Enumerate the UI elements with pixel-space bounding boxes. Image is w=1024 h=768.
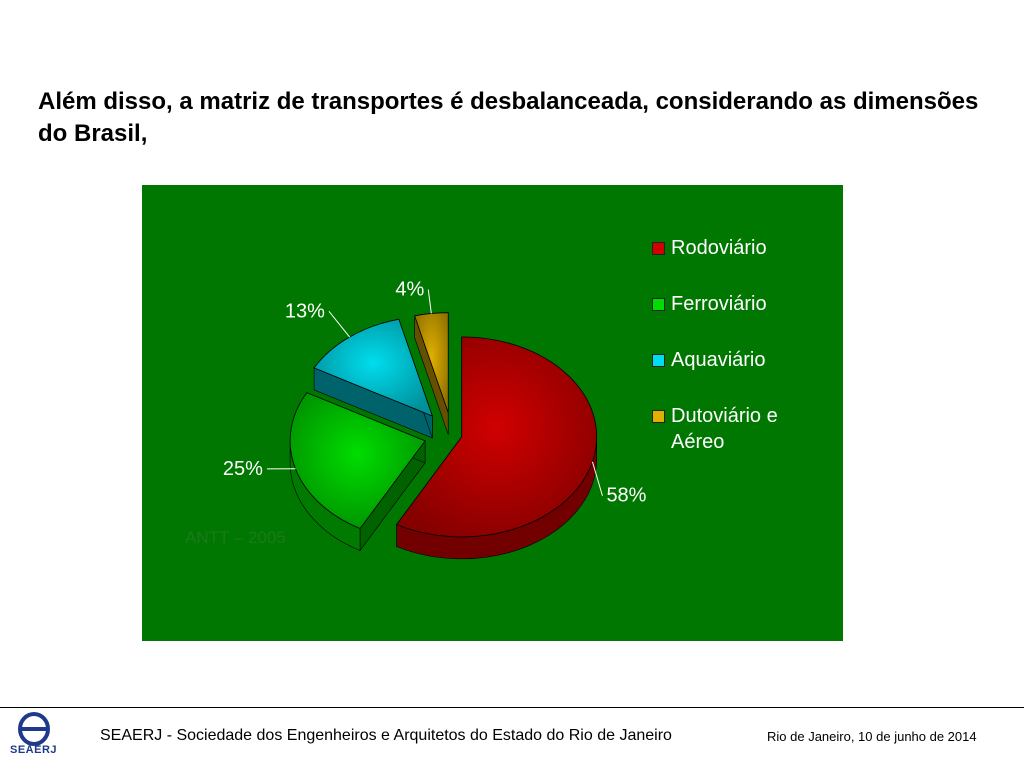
legend-swatch-ferroviario [652, 298, 665, 311]
legend-label-ferroviario: Ferroviário [671, 293, 767, 315]
pie-slice-rodoviario [396, 336, 598, 538]
slide-title: Além disso, a matriz de transportes é de… [38, 88, 979, 147]
pie-chart: 58% 25% 13% 4% ANTT – 2005 Rodoviário Ferrov… [142, 185, 843, 641]
data-label-ferroviario: 25% [223, 458, 263, 480]
pie-slice-aquaviario [313, 318, 434, 417]
footer-date: Rio de Janeiro, 10 de junho de 2014 [767, 729, 977, 744]
seaerj-logo-icon [18, 712, 50, 746]
leader-line-rodoviario [591, 461, 603, 496]
source-note: ANTT – 2005 [185, 528, 286, 547]
logo-text: SEAERJ [10, 744, 58, 756]
data-label-rodoviario: 58% [606, 485, 646, 507]
legend-item-rodoviario: Rodoviário [652, 235, 832, 261]
legend-label-aquaviario: Aquaviário [671, 349, 766, 371]
legend-item-aquaviario: Aquaviário [652, 347, 832, 373]
chart-legend: Rodoviário Ferroviário Aquaviário Dutovi… [652, 235, 832, 455]
data-label-dutoviario: 4% [395, 279, 424, 301]
legend-item-dutoviario: Dutoviário e Aéreo [652, 403, 832, 455]
legend-swatch-aquaviario [652, 354, 665, 367]
data-label-aquaviario: 13% [285, 300, 325, 322]
legend-swatch-rodoviario [652, 242, 665, 255]
legend-label-dutoviario: Dutoviário e Aéreo [671, 405, 778, 453]
footer-organization: SEAERJ - Sociedade dos Engenheiros e Arq… [100, 727, 672, 744]
legend-label-rodoviario: Rodoviário [671, 237, 767, 259]
leader-line-dutoviario [427, 289, 432, 314]
footer-divider [0, 707, 1024, 708]
leader-line-aquaviario [328, 310, 351, 338]
legend-item-ferroviario: Ferroviário [652, 291, 832, 317]
pie-chart-svg: 58% 25% 13% 4% ANTT – 2005 [185, 279, 647, 560]
legend-swatch-dutoviario [652, 410, 665, 423]
